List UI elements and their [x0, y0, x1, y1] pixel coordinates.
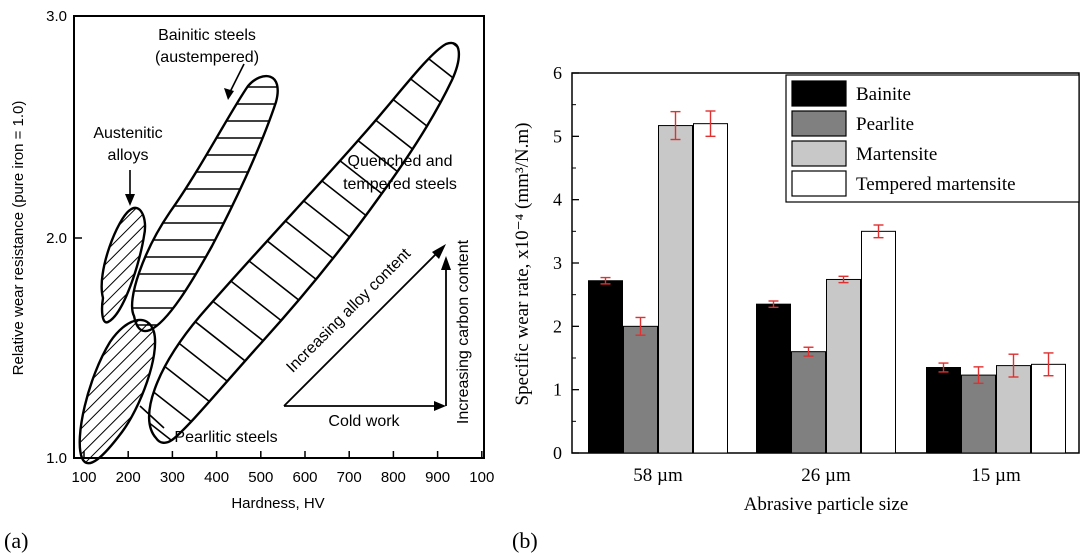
- panel-b-ylabel: Specific wear rate, x10⁻⁴ (mm³/N.m): [512, 123, 533, 406]
- panel-b-y-tick-label: 1: [553, 380, 562, 400]
- bar-bainite: [588, 280, 623, 454]
- panel-a-x-tick-label: 100: [71, 469, 96, 486]
- quenched-tempered-hatch-line: [328, 42, 459, 164]
- panel-b-category-label: 58 µm: [633, 465, 683, 486]
- panel-a-x-tick-label: 200: [116, 469, 141, 486]
- legend-label: Martensite: [856, 144, 937, 165]
- panel-a-x-tick-label: 500: [248, 469, 273, 486]
- label-pointers: [125, 63, 245, 429]
- panel-a-x-tick-label: 800: [381, 469, 406, 486]
- trend-arrows: [283, 244, 451, 411]
- carbon-arrowhead: [441, 256, 451, 270]
- legend-swatch: [791, 170, 847, 197]
- panel-b: 0 1 2 3 4 5 6 58 µm 26 µm 15 µm Bainite Pearlite M…: [512, 63, 1080, 553]
- legend-label: Tempered martensite: [856, 174, 1016, 195]
- panel-a-x-tick-label: 400: [204, 469, 229, 486]
- quenched-tempered-hatch-line: [345, 42, 459, 143]
- panel-a-y-tick-label: 2.0: [46, 230, 67, 247]
- bainitic-pointer: [229, 63, 245, 93]
- legend-label: Bainite: [856, 84, 911, 105]
- alloy-arrowhead: [432, 244, 446, 259]
- panel-b-y-tick-label: 3: [553, 253, 562, 273]
- bainitic-hatch: [132, 86, 278, 326]
- austenitic-region: [100, 206, 147, 324]
- panel-a-y-tick-label: 3.0: [46, 8, 67, 25]
- pearlitic-label: Pearlitic steels: [174, 429, 277, 446]
- panel-a-y-tick-label: 1.0: [46, 450, 67, 467]
- legend: Bainite Pearlite Martensite Tempered marten…: [785, 74, 1080, 203]
- panel-a-frame: [73, 15, 485, 459]
- panel-b-y-tick-label: 4: [553, 190, 562, 210]
- panel-b-y-tick-label: 2: [553, 316, 562, 336]
- bar-tempered-martensite: [861, 230, 896, 454]
- panel-a-ylabel: Relative wear resistance (pure iron = 1.…: [10, 101, 27, 376]
- bar-martensite: [658, 125, 693, 454]
- bar-pearlite: [791, 351, 826, 454]
- quenched-label-2: tempered steels: [343, 176, 457, 193]
- panel-a-x-ticks: 100 200 300 400 500 600 700 800 900 100: [71, 451, 494, 486]
- quenched-tempered-hatch-line: [149, 354, 252, 443]
- cold-work-label: Cold work: [328, 413, 400, 430]
- panel-b-y-ticks: 0 1 2 3 4 5 6: [553, 63, 579, 463]
- cold-work-arrowhead: [434, 401, 446, 411]
- bar-pearlite: [961, 374, 996, 454]
- legend-swatch: [791, 140, 847, 167]
- panel-b-label: (b): [512, 528, 538, 553]
- panel-b-y-tick-label: 5: [553, 126, 562, 146]
- panel-b-y-tick-label: 0: [553, 443, 562, 463]
- bar-martensite: [996, 365, 1031, 454]
- panel-a-y-ticks: 1.0 2.0 3.0: [46, 8, 82, 467]
- panel-a-x-tick-label: 100: [469, 469, 494, 486]
- bar-bainite: [756, 303, 791, 454]
- alloy-arrow-label: Increasing alloy content: [283, 245, 414, 376]
- panel-b-xlabel: Abrasive particle size: [744, 494, 909, 515]
- bainitic-region: [130, 75, 279, 333]
- panel-b-category-label: 26 µm: [801, 465, 851, 486]
- panel-b-y-tick-label: 6: [553, 63, 562, 83]
- panel-a: Bainitic steels (austempered) Austenitic…: [4, 8, 494, 553]
- panel-a-x-tick-label: 600: [292, 469, 317, 486]
- alloy-arrow: [283, 247, 443, 407]
- bar-tempered-martensite: [1031, 363, 1066, 454]
- quenched-label-1: Quenched and: [348, 153, 453, 170]
- austenitic-label-2: alloys: [108, 147, 149, 164]
- panel-b-category-label: 15 µm: [971, 465, 1021, 486]
- bar-tempered-martensite: [693, 123, 728, 454]
- bar-martensite: [826, 278, 861, 454]
- panel-a-x-tick-label: 300: [160, 469, 185, 486]
- panel-a-xlabel: Hardness, HV: [231, 495, 324, 512]
- panel-b-x-ticks: 58 µm 26 µm 15 µm: [633, 446, 1021, 486]
- pearlitic-pointer: [139, 405, 165, 429]
- panel-b-error-bars: [600, 110, 1054, 385]
- panel-b-bars: [588, 123, 1066, 454]
- legend-swatch: [791, 110, 847, 137]
- panel-a-x-tick-label: 700: [337, 469, 362, 486]
- panel-a-label: (a): [4, 528, 28, 553]
- panel-a-x-tick-label: 900: [425, 469, 450, 486]
- pearlitic-region: [78, 318, 157, 465]
- bar-pearlite: [623, 325, 658, 454]
- carbon-arrow-label: Increasing carbon content: [455, 239, 472, 424]
- legend-swatch: [791, 80, 847, 107]
- bainitic-label-2: (austempered): [155, 49, 259, 66]
- quenched-tempered-hatch-line: [149, 332, 269, 443]
- bar-bainite: [926, 367, 961, 454]
- legend-label: Pearlite: [856, 114, 914, 135]
- austenitic-label-1: Austenitic: [93, 125, 162, 142]
- bainitic-label-1: Bainitic steels: [158, 27, 256, 44]
